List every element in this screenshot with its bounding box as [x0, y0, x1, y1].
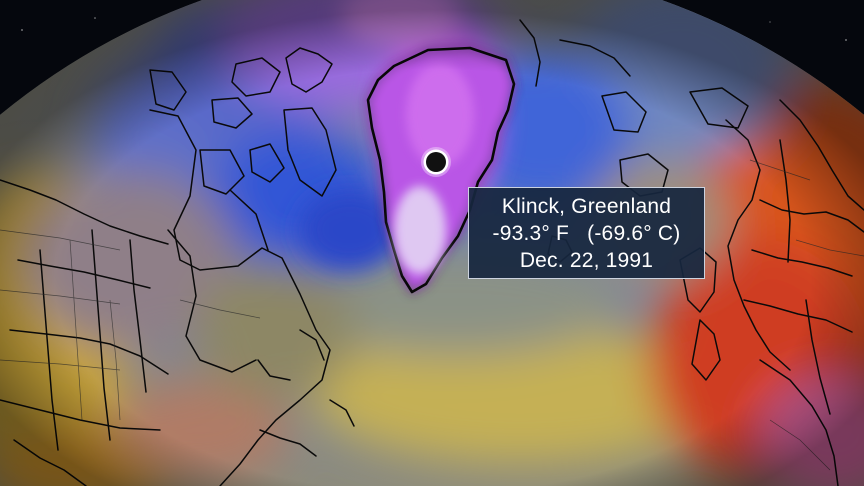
location-dot-icon	[426, 152, 446, 172]
record-low-callout: Klinck, Greenland -93.3° F (-69.6° C) De…	[468, 187, 705, 279]
location-marker	[421, 147, 451, 177]
callout-location: Klinck, Greenland	[501, 195, 672, 218]
callout-date: Dec. 22, 1991	[519, 249, 654, 272]
callout-temperature: -93.3° F (-69.6° C)	[492, 222, 681, 245]
